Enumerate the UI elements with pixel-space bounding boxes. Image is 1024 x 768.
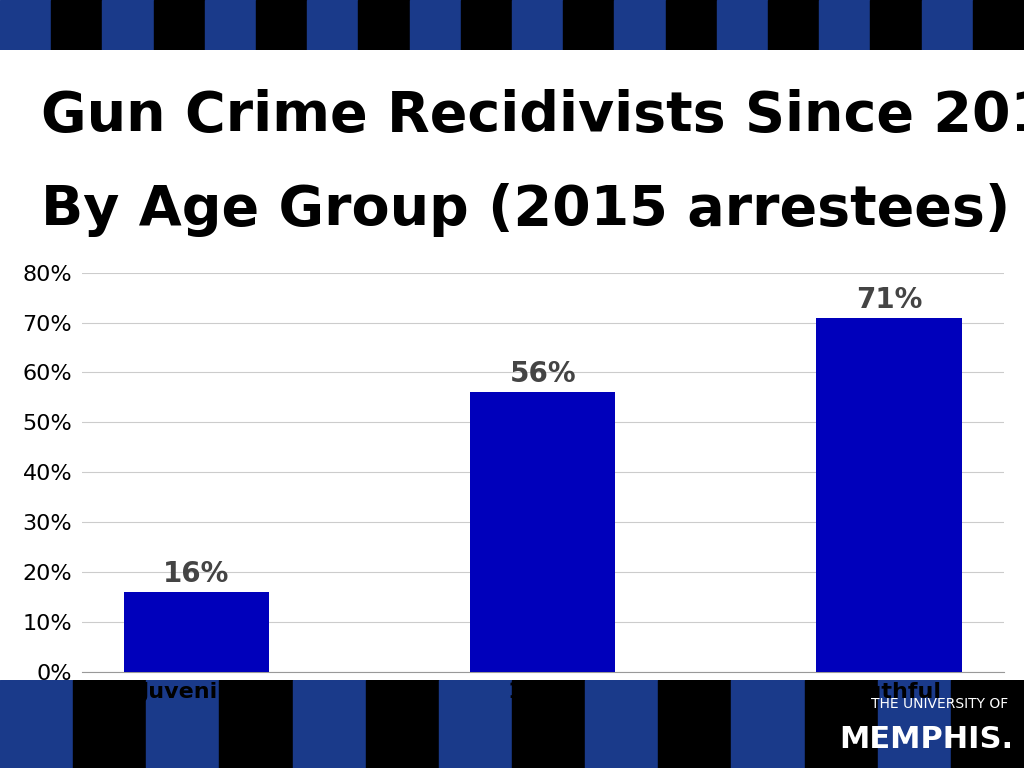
Bar <box>512 680 585 768</box>
Text: 16%: 16% <box>163 560 229 588</box>
Bar <box>717 0 768 50</box>
Bar <box>870 0 922 50</box>
Bar <box>219 680 293 768</box>
Bar <box>154 0 205 50</box>
Bar <box>878 680 951 768</box>
Bar <box>293 680 366 768</box>
Bar <box>731 680 805 768</box>
Bar <box>922 0 973 50</box>
Bar <box>307 0 358 50</box>
Bar <box>0 680 73 768</box>
Bar <box>146 680 219 768</box>
Bar <box>585 680 658 768</box>
Bar <box>614 0 666 50</box>
Bar <box>768 0 819 50</box>
Bar <box>0 0 51 50</box>
Bar <box>805 680 878 768</box>
Bar <box>51 0 102 50</box>
Bar <box>461 0 512 50</box>
Bar <box>102 0 154 50</box>
Text: Gun Crime Recidivists Since 2010: Gun Crime Recidivists Since 2010 <box>41 88 1024 143</box>
Bar <box>366 680 439 768</box>
Text: MEMPHIS.: MEMPHIS. <box>840 725 1014 754</box>
Bar <box>816 318 962 672</box>
Bar <box>256 0 307 50</box>
Bar <box>563 0 614 50</box>
Bar <box>951 680 1024 768</box>
Bar <box>666 0 717 50</box>
Bar <box>658 680 731 768</box>
Bar <box>973 0 1024 50</box>
Bar <box>73 680 146 768</box>
Bar <box>124 592 269 672</box>
Bar <box>470 392 615 672</box>
Bar <box>512 0 563 50</box>
Text: 71%: 71% <box>856 286 923 313</box>
Bar <box>410 0 461 50</box>
Bar <box>358 0 410 50</box>
Bar <box>819 0 870 50</box>
Bar <box>439 680 512 768</box>
Text: THE UNIVERSITY OF: THE UNIVERSITY OF <box>871 697 1009 711</box>
Text: 56%: 56% <box>509 360 577 389</box>
Text: By Age Group (2015 arrestees): By Age Group (2015 arrestees) <box>41 184 1011 237</box>
Bar <box>205 0 256 50</box>
